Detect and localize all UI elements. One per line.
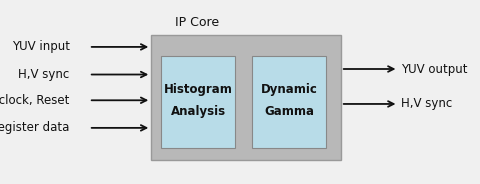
Bar xyxy=(151,35,341,160)
Text: Dynamic: Dynamic xyxy=(261,83,318,96)
Text: Gamma: Gamma xyxy=(264,105,314,118)
Bar xyxy=(252,56,326,148)
Text: H,V sync: H,V sync xyxy=(401,98,452,110)
Bar xyxy=(161,56,235,148)
Text: IP Core: IP Core xyxy=(175,17,219,29)
Text: Analysis: Analysis xyxy=(170,105,226,118)
Text: H,V sync: H,V sync xyxy=(18,68,70,81)
Text: Histogram: Histogram xyxy=(164,83,232,96)
Text: Register data: Register data xyxy=(0,121,70,134)
Text: YUV output: YUV output xyxy=(401,63,468,75)
Text: Video clock, Reset: Video clock, Reset xyxy=(0,94,70,107)
Text: YUV input: YUV input xyxy=(12,40,70,53)
